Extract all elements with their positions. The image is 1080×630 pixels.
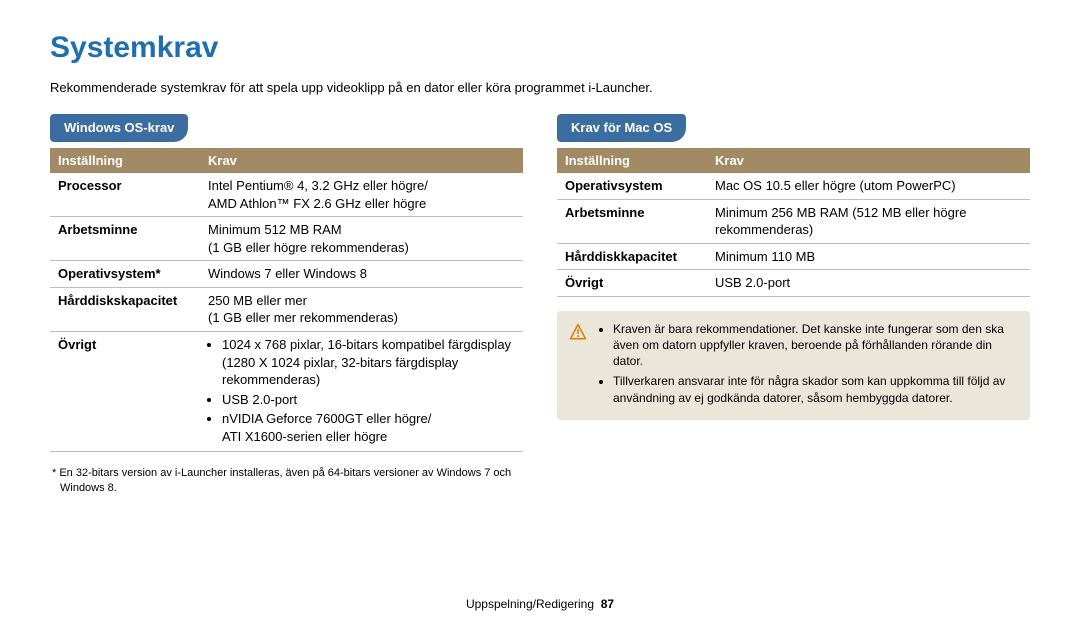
table-row: Arbetsminne Minimum 512 MB RAM (1 GB ell… <box>50 217 523 261</box>
footer-page-number: 87 <box>601 597 614 611</box>
col-header-setting: Inställning <box>557 148 707 174</box>
notice-item: Tillverkaren ansvarar inte för några ska… <box>613 373 1018 405</box>
table-row: Övrigt USB 2.0-port <box>557 270 1030 297</box>
table-row: Processor Intel Pentium® 4, 3.2 GHz elle… <box>50 173 523 217</box>
footer-section: Uppspelning/Redigering <box>466 597 594 611</box>
table-row: Hårddiskskapacitet 250 MB eller mer (1 G… <box>50 287 523 331</box>
mac-table: Inställning Krav Operativsystem Mac OS 1… <box>557 148 1030 297</box>
table-row: Hårddiskkapacitet Minimum 110 MB <box>557 243 1030 270</box>
page-title: Systemkrav <box>50 28 1030 69</box>
list-item: nVIDIA Geforce 7600GT eller högre/ ATI X… <box>222 410 515 445</box>
list-item: USB 2.0-port <box>222 391 515 409</box>
windows-footnote: * En 32-bitars version av i-Launcher ins… <box>50 466 523 496</box>
list-item: 1024 x 768 pixlar, 16-bitars kompatibel … <box>222 336 515 389</box>
table-row: Övrigt 1024 x 768 pixlar, 16-bitars komp… <box>50 331 523 451</box>
col-header-setting: Inställning <box>50 148 200 174</box>
windows-column: Windows OS-krav Inställning Krav Process… <box>50 114 523 496</box>
table-row: Operativsystem* Windows 7 eller Windows … <box>50 261 523 288</box>
page-footer: Uppspelning/Redigering 87 <box>0 596 1080 612</box>
table-row: Operativsystem Mac OS 10.5 eller högre (… <box>557 173 1030 199</box>
notice-box: Kraven är bara rekommendationer. Det kan… <box>557 311 1030 420</box>
windows-table: Inställning Krav Processor Intel Pentium… <box>50 148 523 453</box>
warning-icon <box>569 323 587 341</box>
col-header-req: Krav <box>200 148 523 174</box>
windows-chip: Windows OS-krav <box>50 114 188 142</box>
mac-column: Krav för Mac OS Inställning Krav Operati… <box>557 114 1030 496</box>
mac-chip: Krav för Mac OS <box>557 114 686 142</box>
table-row: Arbetsminne Minimum 256 MB RAM (512 MB e… <box>557 199 1030 243</box>
intro-text: Rekommenderade systemkrav för att spela … <box>50 79 1030 97</box>
col-header-req: Krav <box>707 148 1030 174</box>
notice-item: Kraven är bara rekommendationer. Det kan… <box>613 321 1018 370</box>
